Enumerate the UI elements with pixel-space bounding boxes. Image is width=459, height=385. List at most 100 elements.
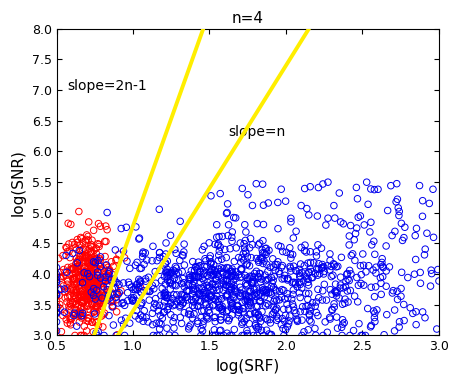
- Point: [420, 246, 428, 252]
- Point: [87, 275, 94, 281]
- Point: [215, 305, 222, 311]
- Point: [354, 321, 362, 327]
- Point: [230, 286, 237, 292]
- Point: [132, 262, 139, 268]
- Point: [207, 261, 214, 267]
- Point: [221, 284, 228, 290]
- Point: [135, 276, 142, 283]
- Point: [382, 283, 389, 289]
- Point: [102, 263, 109, 269]
- Point: [200, 278, 207, 284]
- Point: [300, 248, 308, 254]
- Point: [169, 319, 176, 325]
- Point: [286, 268, 294, 274]
- Point: [84, 259, 91, 266]
- Point: [77, 288, 84, 294]
- Point: [106, 267, 113, 273]
- Point: [204, 284, 211, 290]
- Point: [198, 328, 206, 334]
- Point: [330, 288, 338, 295]
- Point: [319, 181, 326, 187]
- Point: [290, 308, 297, 314]
- Point: [67, 317, 74, 323]
- Point: [103, 273, 111, 279]
- Point: [291, 310, 299, 316]
- Point: [296, 281, 303, 288]
- Point: [190, 304, 198, 310]
- Point: [257, 318, 264, 325]
- Point: [153, 258, 161, 264]
- Point: [90, 261, 97, 267]
- Point: [91, 300, 98, 306]
- Point: [75, 283, 82, 290]
- Point: [306, 308, 313, 314]
- Point: [132, 224, 139, 230]
- Point: [95, 278, 102, 284]
- Point: [234, 302, 241, 308]
- Point: [303, 296, 311, 303]
- Point: [100, 284, 107, 290]
- Point: [319, 264, 326, 270]
- Point: [75, 248, 83, 254]
- Point: [139, 249, 146, 255]
- Point: [228, 284, 235, 290]
- Point: [186, 275, 194, 281]
- Point: [119, 300, 127, 306]
- Point: [95, 294, 102, 300]
- Point: [263, 261, 270, 268]
- Point: [202, 294, 210, 300]
- Point: [241, 291, 248, 298]
- Point: [243, 330, 251, 336]
- Point: [382, 311, 390, 318]
- Point: [202, 300, 209, 306]
- Point: [323, 263, 330, 269]
- Point: [219, 281, 227, 288]
- Point: [94, 280, 101, 286]
- Point: [228, 300, 235, 306]
- Point: [190, 278, 197, 285]
- Point: [303, 279, 311, 285]
- Point: [388, 290, 395, 296]
- Point: [112, 332, 120, 338]
- Point: [70, 265, 77, 271]
- Point: [84, 263, 91, 269]
- Point: [93, 280, 101, 286]
- Point: [255, 298, 263, 304]
- Point: [95, 283, 102, 289]
- Point: [222, 282, 229, 288]
- Point: [163, 273, 170, 280]
- Point: [369, 308, 376, 314]
- Point: [53, 291, 60, 298]
- Point: [79, 279, 87, 285]
- Point: [184, 282, 191, 288]
- Point: [268, 280, 275, 286]
- Point: [60, 283, 67, 289]
- Point: [151, 268, 158, 275]
- Point: [134, 281, 141, 287]
- Point: [95, 278, 102, 284]
- Point: [93, 251, 100, 257]
- Point: [92, 303, 100, 309]
- Point: [78, 332, 85, 338]
- Point: [313, 213, 320, 219]
- Point: [95, 280, 102, 286]
- Point: [319, 271, 327, 277]
- Point: [377, 291, 384, 298]
- Point: [73, 289, 80, 295]
- Point: [89, 282, 96, 288]
- Point: [220, 266, 227, 272]
- Point: [304, 290, 312, 296]
- Point: [229, 294, 236, 300]
- Point: [157, 278, 165, 284]
- Point: [104, 268, 112, 275]
- Point: [82, 278, 90, 285]
- Point: [325, 251, 333, 257]
- Point: [258, 254, 265, 261]
- Point: [77, 332, 84, 338]
- Point: [211, 332, 218, 338]
- Point: [81, 238, 89, 244]
- Point: [90, 292, 97, 298]
- Point: [104, 292, 111, 298]
- Point: [224, 307, 231, 313]
- Point: [79, 247, 86, 253]
